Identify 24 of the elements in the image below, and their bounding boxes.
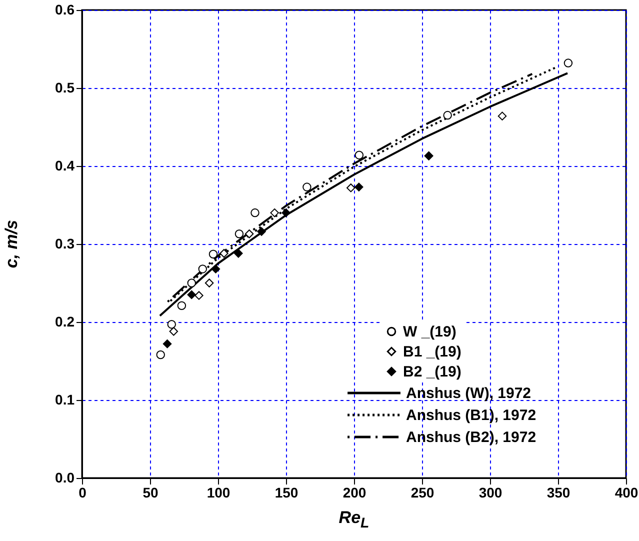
y-tick-label: 0.2 bbox=[55, 314, 75, 330]
x-tick-label: 300 bbox=[478, 484, 502, 500]
legend-label: Anshus (W), 1972 bbox=[406, 385, 532, 402]
x-tick-label: 350 bbox=[546, 484, 570, 500]
y-tick-label: 0.5 bbox=[55, 80, 75, 96]
x-tick-label: 200 bbox=[342, 484, 366, 500]
x-axis-title: Re$_{L}$ bbox=[338, 508, 370, 532]
legend-label: B2 _(19) bbox=[403, 364, 462, 380]
y-axis-title: c, m/s bbox=[2, 220, 22, 268]
x-tick-label: 0 bbox=[78, 484, 87, 500]
legend-label: Anshus (B1), 1972 bbox=[406, 407, 536, 424]
x-tick-label: 250 bbox=[410, 484, 434, 500]
x-tick-label: 50 bbox=[142, 484, 158, 500]
legend-label: Anshus (B2), 1972 bbox=[406, 429, 536, 446]
y-tick-label: 0.0 bbox=[55, 470, 75, 486]
legend-label: B1 _(19) bbox=[403, 344, 462, 360]
y-tick-label: 0.4 bbox=[55, 158, 75, 174]
x-tick-label: 400 bbox=[614, 484, 638, 500]
y-tick-label: 0.6 bbox=[55, 2, 75, 18]
x-tick-label: 100 bbox=[206, 484, 230, 500]
legend-label: W _(19) bbox=[403, 324, 456, 340]
y-tick-label: 0.1 bbox=[55, 392, 75, 408]
x-tick-label: 150 bbox=[274, 484, 298, 500]
y-tick-label: 0.3 bbox=[55, 236, 75, 252]
